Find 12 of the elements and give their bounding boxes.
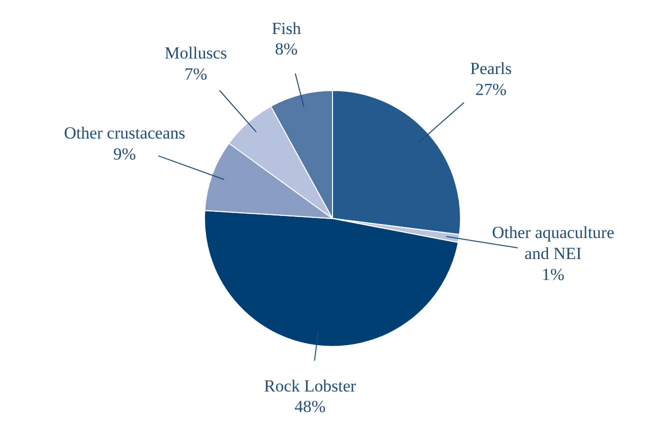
data-label: 1% xyxy=(542,264,564,284)
slice-label: Fish xyxy=(272,18,302,38)
data-label: 9% xyxy=(113,144,136,164)
slice-label: Rock Lobster xyxy=(264,376,356,396)
slice-label: Other aquaculture and NEI xyxy=(492,223,614,263)
data-label: 27% xyxy=(475,80,507,99)
data-label: 8% xyxy=(275,40,298,59)
slice-label: Pearls xyxy=(470,58,512,78)
slice-label: Molluscs xyxy=(164,44,228,63)
data-label: 48% xyxy=(294,397,326,416)
data-label: 7% xyxy=(184,64,208,84)
slice-label: Other crustaceans xyxy=(64,124,186,143)
